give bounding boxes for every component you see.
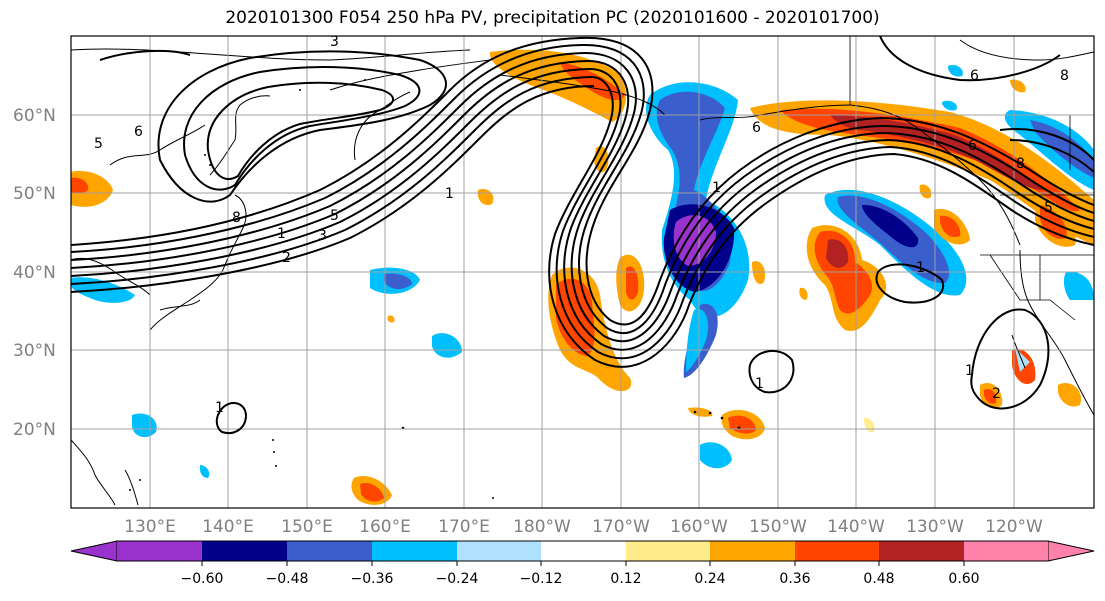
lat-label-50n: 50°N xyxy=(13,184,56,204)
lat-label-20n: 20°N xyxy=(13,420,56,440)
lon-label-160e: 160°E xyxy=(359,517,411,537)
svg-text:6: 6 xyxy=(752,120,761,136)
svg-text:1: 1 xyxy=(965,363,974,379)
svg-text:1: 1 xyxy=(916,260,925,276)
colorbar-segment xyxy=(795,541,879,561)
colorbar-tick-label: 0.48 xyxy=(863,571,894,587)
map-area: 3 5 6 8 1 2 3 5 1 1 6 8 1 1 2 1 6 8 5 6 … xyxy=(71,34,1094,508)
colorbar-tick-label: −0.60 xyxy=(181,571,224,587)
lon-label-150w: 150°W xyxy=(749,517,807,537)
svg-text:6: 6 xyxy=(970,68,979,84)
svg-text:3: 3 xyxy=(318,228,327,244)
colorbar-segment xyxy=(372,541,457,561)
colorbar-tick-label: 0.36 xyxy=(779,571,810,587)
lon-label-180w: 180°W xyxy=(513,517,571,537)
political-borders xyxy=(849,36,1094,321)
lat-label-40n: 40°N xyxy=(13,263,56,283)
lat-label-60n: 60°N xyxy=(13,106,56,126)
colorbar-tick-label: 0.60 xyxy=(948,571,979,587)
lat-label-30n: 30°N xyxy=(13,341,56,361)
lon-label-170e: 170°E xyxy=(438,517,490,537)
colorbar-max-extension xyxy=(1047,540,1095,562)
pv-contours xyxy=(71,36,1094,434)
page-title: 2020101300 F054 250 hPa PV, precipitatio… xyxy=(225,8,880,28)
svg-text:5: 5 xyxy=(94,136,103,152)
svg-text:8: 8 xyxy=(1016,156,1025,172)
svg-text:8: 8 xyxy=(232,210,241,226)
lon-label-130w: 130°W xyxy=(906,517,964,537)
latitude-axis: 20°N 30°N 40°N 50°N 60°N xyxy=(13,106,56,440)
contour-labels: 3 5 6 8 1 2 3 5 1 1 6 8 1 1 2 1 6 8 5 6 … xyxy=(94,34,1069,416)
colorbar-segment xyxy=(710,541,795,561)
lon-label-170w: 170°W xyxy=(592,517,650,537)
longitude-axis: 130°E 140°E 150°E 160°E 170°E 180°W 170°… xyxy=(124,517,1043,537)
svg-text:5: 5 xyxy=(330,208,339,224)
svg-text:2: 2 xyxy=(282,250,291,266)
svg-text:3: 3 xyxy=(330,34,339,50)
svg-text:8: 8 xyxy=(1060,68,1069,84)
colorbar-segment xyxy=(964,541,1048,561)
lon-label-140e: 140°E xyxy=(202,517,254,537)
svg-text:1: 1 xyxy=(277,226,286,242)
colorbar-tick-label: −0.48 xyxy=(266,571,309,587)
lon-label-150e: 150°E xyxy=(281,517,333,537)
map-frame xyxy=(70,35,1095,509)
colorbar-tick-label: −0.12 xyxy=(520,571,563,587)
colorbar: −0.60 −0.48 −0.36 −0.24 −0.12 0.12 0.24 … xyxy=(70,540,1095,587)
svg-text:1: 1 xyxy=(712,180,721,196)
colorbar-segment xyxy=(202,541,287,561)
colorbar-segment xyxy=(879,541,964,561)
colorbar-tick-label: −0.36 xyxy=(351,571,394,587)
colorbar-tick-label: 0.12 xyxy=(610,571,641,587)
colorbar-segment xyxy=(457,541,541,561)
colorbar-min-extension xyxy=(70,540,118,562)
colorbar-tick-label: 0.24 xyxy=(694,571,725,587)
colorbar-segment xyxy=(541,541,626,561)
svg-text:1: 1 xyxy=(215,400,224,416)
svg-text:6: 6 xyxy=(134,124,143,140)
lon-label-160w: 160°W xyxy=(670,517,728,537)
svg-text:1: 1 xyxy=(755,376,764,392)
colorbar-segment xyxy=(626,541,710,561)
svg-text:6: 6 xyxy=(968,138,977,154)
colorbar-segment xyxy=(287,541,372,561)
colorbar-segment xyxy=(117,541,202,561)
colorbar-tick-label: −0.24 xyxy=(436,571,479,587)
svg-text:5: 5 xyxy=(1044,200,1053,216)
svg-text:2: 2 xyxy=(992,386,1001,402)
lon-label-130e: 130°E xyxy=(124,517,176,537)
lon-label-140w: 140°W xyxy=(827,517,885,537)
lon-label-120w: 120°W xyxy=(985,517,1043,537)
svg-text:1: 1 xyxy=(445,186,454,202)
